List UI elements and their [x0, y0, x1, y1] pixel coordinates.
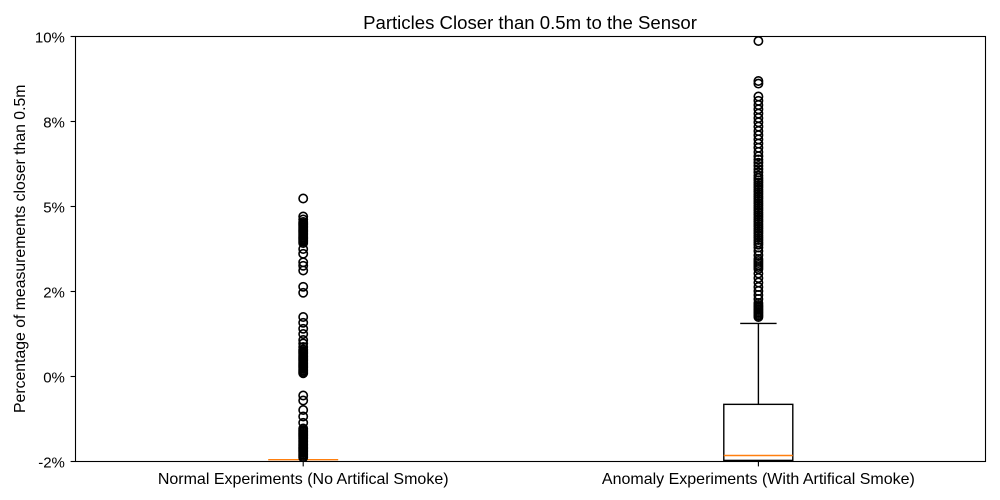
svg-text:10%: 10%: [35, 30, 65, 47]
svg-text:Normal Experiments (No Artific: Normal Experiments (No Artifical Smoke): [158, 471, 449, 488]
svg-text:2%: 2%: [43, 285, 65, 302]
svg-text:5%: 5%: [43, 200, 65, 217]
svg-text:Anomaly Experiments (With Arti: Anomaly Experiments (With Artifical Smok…: [602, 471, 915, 488]
svg-text:Percentage of measurements clo: Percentage of measurements closer than 0…: [12, 85, 29, 413]
svg-text:-2%: -2%: [38, 455, 65, 472]
svg-text:Particles Closer than 0.5m to: Particles Closer than 0.5m to the Sensor: [363, 12, 697, 33]
svg-text:8%: 8%: [43, 115, 65, 132]
svg-text:0%: 0%: [43, 370, 65, 387]
